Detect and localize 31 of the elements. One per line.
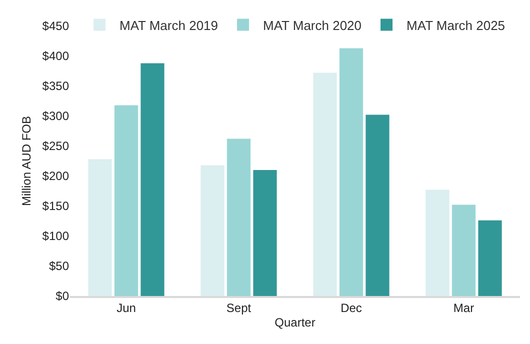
bar — [114, 105, 138, 296]
bar — [452, 204, 476, 296]
y-tick-label: $50 — [48, 259, 70, 274]
bar — [313, 72, 337, 296]
bar — [140, 63, 164, 296]
x-tick-label: Mar — [453, 301, 474, 316]
legend-label: MAT March 2019 — [120, 18, 218, 33]
bar — [478, 220, 502, 296]
y-tick-label: $350 — [42, 79, 70, 94]
bar — [253, 170, 277, 296]
bar — [226, 138, 251, 296]
bar — [426, 190, 450, 296]
legend-label: MAT March 2020 — [263, 18, 362, 33]
y-axis-title: Million AUD FOB — [20, 116, 34, 206]
legend-label: MAT March 2025 — [406, 18, 506, 33]
y-tick-label: $100 — [42, 229, 70, 244]
y-tick-label: $250 — [42, 139, 70, 154]
x-tick-label: Dec — [340, 301, 362, 316]
bar — [339, 48, 364, 296]
bar — [200, 165, 224, 296]
y-tick-label: $300 — [42, 109, 70, 124]
x-tick-label: Jun — [116, 301, 136, 316]
x-axis-title: Quarter — [274, 316, 316, 330]
x-tick-label: Sept — [226, 301, 252, 316]
y-tick-label: $450 — [42, 19, 70, 34]
y-tick-label: $200 — [42, 169, 70, 184]
y-tick-label: $400 — [42, 49, 70, 64]
bar — [366, 114, 390, 296]
y-tick-label: $0 — [56, 289, 70, 304]
bar — [88, 159, 112, 296]
y-tick-label: $150 — [42, 199, 70, 214]
